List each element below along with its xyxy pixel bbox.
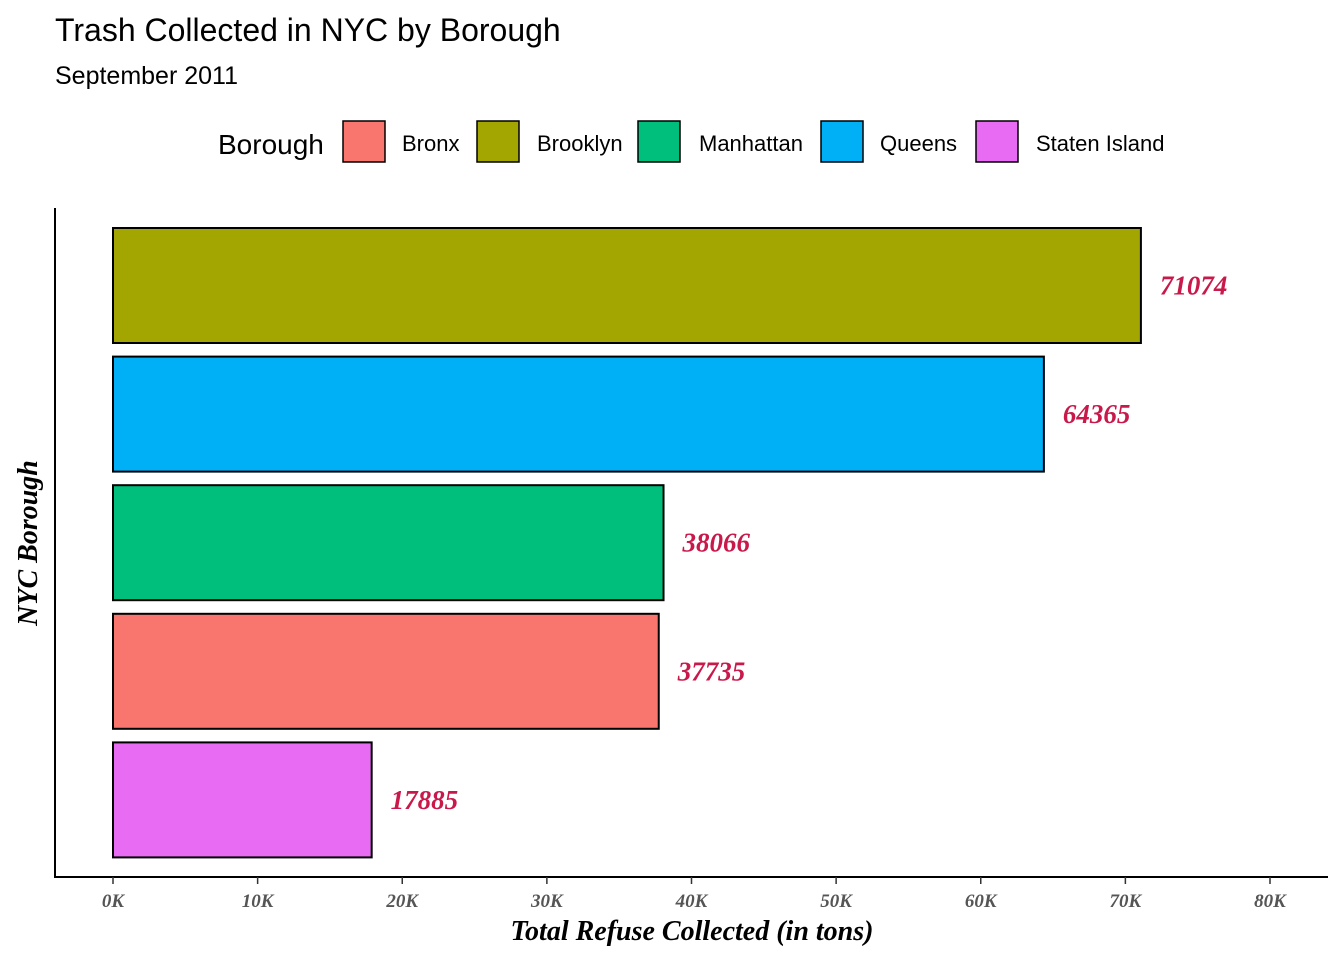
legend-label-manhattan: Manhattan bbox=[699, 131, 803, 156]
bar-staten-island bbox=[112, 741, 373, 859]
legend-title: Borough bbox=[218, 129, 324, 160]
x-ticks: 0K 10K 20K 30K 40K 50K 60K 70K 80K bbox=[102, 877, 1287, 912]
x-tick-label: 40K bbox=[675, 891, 709, 912]
y-axis-title: NYC Borough bbox=[13, 460, 44, 627]
legend-label-queens: Queens bbox=[880, 131, 957, 156]
legend-swatch-brooklyn bbox=[476, 120, 520, 163]
legend-entries: Bronx Brooklyn Manhattan Queens Staten Islan… bbox=[342, 120, 1164, 163]
data-labels: 71074 64365 38066 37735 17885 bbox=[391, 271, 1228, 815]
x-tick-label: 80K bbox=[1254, 891, 1287, 912]
plot-area: 71074 64365 38066 37735 17885 0K 10K 20K 30K 40K… bbox=[54, 208, 1328, 912]
x-tick-label: 20K bbox=[385, 891, 419, 912]
legend-label-staten-island: Staten Island bbox=[1036, 131, 1164, 156]
chart-subtitle: September 2011 bbox=[55, 62, 238, 90]
bars bbox=[112, 227, 1142, 859]
x-tick-label: 50K bbox=[820, 891, 853, 912]
legend-swatch-bronx bbox=[342, 120, 386, 163]
legend-label-brooklyn: Brooklyn bbox=[537, 131, 623, 156]
data-label-bronx: 37735 bbox=[677, 656, 746, 686]
x-tick-label: 70K bbox=[1110, 891, 1143, 912]
bar-manhattan bbox=[112, 484, 665, 602]
legend-swatch-manhattan bbox=[637, 120, 681, 163]
bar-brooklyn bbox=[112, 227, 1142, 344]
data-label-brooklyn: 71074 bbox=[1160, 271, 1228, 301]
x-tick-label: 10K bbox=[242, 891, 275, 912]
data-label-manhattan: 38066 bbox=[682, 528, 751, 558]
x-tick-label: 30K bbox=[530, 891, 564, 912]
x-tick-label: 60K bbox=[965, 891, 998, 912]
data-label-queens: 64365 bbox=[1063, 399, 1131, 429]
legend-label-bronx: Bronx bbox=[402, 131, 459, 156]
x-axis-title: Total Refuse Collected (in tons) bbox=[511, 916, 874, 947]
legend-swatch-queens bbox=[820, 120, 864, 163]
bar-queens bbox=[112, 355, 1045, 473]
data-label-staten-island: 17885 bbox=[391, 785, 459, 815]
legend-swatch-staten-island bbox=[975, 120, 1019, 163]
x-tick-label: 0K bbox=[102, 891, 126, 912]
legend: Borough Bronx Brooklyn Manhattan Queens Stat… bbox=[218, 120, 1164, 163]
chart-title: Trash Collected in NYC by Borough bbox=[55, 12, 561, 48]
bar-bronx bbox=[112, 612, 660, 730]
